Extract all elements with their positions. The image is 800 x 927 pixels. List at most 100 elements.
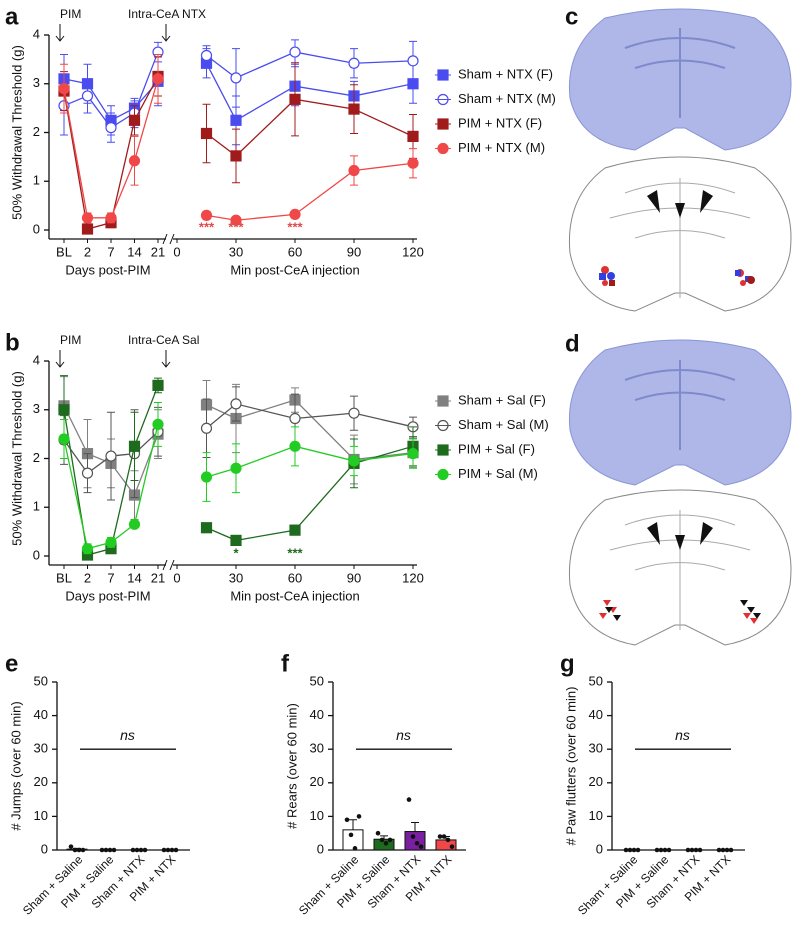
marker xyxy=(289,46,301,58)
marker xyxy=(348,407,360,419)
marker xyxy=(58,83,70,95)
error-bar xyxy=(380,835,388,840)
y-tick-label: 50 xyxy=(589,673,603,688)
data-point xyxy=(134,847,140,853)
section-detail xyxy=(624,360,736,450)
data-point xyxy=(689,847,695,853)
marker xyxy=(128,440,141,452)
x-tick-label: 120 xyxy=(402,244,424,259)
marker xyxy=(348,455,360,467)
data-point xyxy=(387,837,393,843)
data-point xyxy=(107,847,113,853)
marker xyxy=(152,418,164,430)
data-point xyxy=(716,847,722,853)
series-line xyxy=(206,162,414,221)
data-point xyxy=(635,847,641,853)
data-point xyxy=(169,847,175,853)
y-tick-label: 50 xyxy=(310,673,324,688)
significance: *** xyxy=(228,219,244,234)
panel-letter: a xyxy=(5,3,19,30)
significance-label: ns xyxy=(675,727,690,743)
data-point xyxy=(445,837,451,843)
data-point xyxy=(165,847,171,853)
data-point xyxy=(379,837,385,843)
y-axis-label: # Rears (over 60 min) xyxy=(284,703,299,829)
y-tick-label: 2 xyxy=(33,450,40,465)
legend-label: Sham + Sal (F) xyxy=(458,392,546,407)
data-point xyxy=(375,830,381,836)
axis-break xyxy=(162,233,175,245)
y-tick-label: 0 xyxy=(33,221,40,236)
data-point xyxy=(449,844,455,849)
y-tick-label: 10 xyxy=(589,808,603,823)
y-tick-label: 40 xyxy=(34,707,48,722)
data-point xyxy=(348,832,354,838)
y-tick-label: 0 xyxy=(596,841,603,856)
panel-letter: e xyxy=(5,650,18,677)
data-point xyxy=(80,847,86,853)
bar xyxy=(342,829,364,851)
data-point xyxy=(658,847,664,853)
arrow-label: PIM xyxy=(60,7,81,21)
legend-label: PIM + Sal (M) xyxy=(458,466,538,481)
x-tick-label: 2 xyxy=(84,570,91,585)
data-point xyxy=(724,847,730,853)
arrow xyxy=(55,24,65,42)
y-tick-label: 1 xyxy=(33,499,40,514)
marker xyxy=(58,404,70,416)
marker xyxy=(200,127,213,140)
data-point xyxy=(76,847,82,853)
x-tick-label: 60 xyxy=(288,570,302,585)
y-tick-label: 10 xyxy=(310,808,324,823)
axis-break xyxy=(162,559,175,571)
marker xyxy=(230,534,242,547)
x-tick-label: 60 xyxy=(288,244,302,259)
y-tick-label: 3 xyxy=(33,75,40,90)
x-tick-label: 21 xyxy=(151,570,165,585)
arrow-label: Intra-CeA Sal xyxy=(128,333,199,347)
injection-sites xyxy=(599,600,761,624)
data-point xyxy=(99,847,105,853)
data-point xyxy=(441,834,447,839)
marker xyxy=(128,155,141,167)
data-point xyxy=(720,847,726,853)
marker xyxy=(348,164,360,177)
marker xyxy=(289,208,301,220)
y-tick-label: 20 xyxy=(310,774,324,789)
x-tick-label: 120 xyxy=(402,570,424,585)
marker xyxy=(81,543,94,555)
data-point xyxy=(138,847,144,853)
panel-letter: c xyxy=(565,3,578,30)
marker xyxy=(200,49,213,62)
data-point xyxy=(103,847,109,853)
marker xyxy=(200,471,213,483)
marker xyxy=(230,72,242,84)
section-detail xyxy=(624,28,736,118)
data-point xyxy=(383,840,389,846)
y-tick-label: 1 xyxy=(33,173,40,188)
x-axis-label: Min post-CeA injection xyxy=(230,588,359,603)
ventricles xyxy=(647,190,713,218)
y-tick-label: 50 xyxy=(34,673,48,688)
significance: * xyxy=(233,545,239,560)
arrow xyxy=(161,350,171,368)
x-tick-label: 14 xyxy=(127,570,141,585)
arrow-label: PIM xyxy=(60,333,81,347)
marker xyxy=(152,73,164,85)
significance-label: ns xyxy=(120,727,135,743)
x-tick-label: 14 xyxy=(127,244,141,259)
x-tick-label: 0 xyxy=(173,244,180,259)
brain-sections-c: c xyxy=(565,3,792,312)
injection-sites xyxy=(599,266,755,286)
data-point xyxy=(356,814,362,819)
marker xyxy=(407,448,419,460)
legend-label: PIM + NTX (F) xyxy=(458,115,542,130)
data-point xyxy=(68,844,74,849)
marker xyxy=(407,55,419,67)
x-tick-label: BL xyxy=(56,570,72,585)
x-tick-label: 2 xyxy=(84,244,91,259)
y-tick-label: 20 xyxy=(589,774,603,789)
data-point xyxy=(623,847,629,853)
data-point xyxy=(72,847,78,853)
data-point xyxy=(685,847,691,853)
